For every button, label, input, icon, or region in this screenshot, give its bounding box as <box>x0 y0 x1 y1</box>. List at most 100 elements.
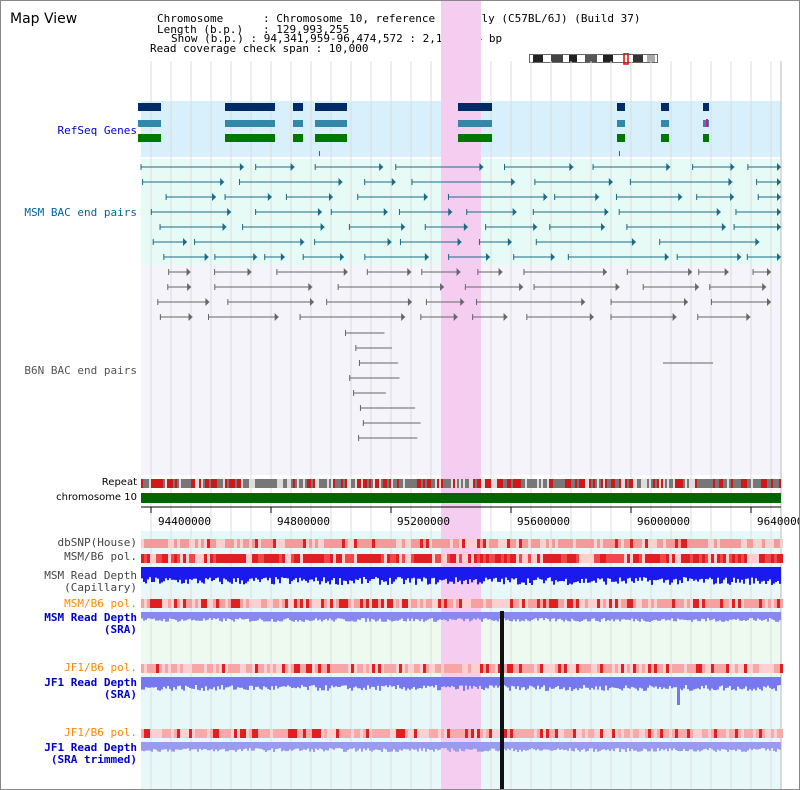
label-jf1-read-depth-trim-1[interactable]: JF1 Read Depth <box>44 741 137 754</box>
label-msm-bac[interactable]: MSM BAC end pairs <box>24 206 137 219</box>
pol-band <box>447 729 450 738</box>
read-depth-bar <box>733 612 735 620</box>
pol-band <box>165 664 168 673</box>
read-depth-bar <box>351 677 353 691</box>
read-depth-bar <box>565 742 567 750</box>
repeat-block <box>757 479 759 488</box>
read-depth-bar <box>209 742 211 751</box>
read-depth-bar <box>531 567 533 585</box>
read-depth-bar <box>307 677 309 690</box>
pol-band <box>363 599 366 608</box>
pol-band <box>222 539 225 548</box>
read-depth-bar <box>473 742 475 749</box>
read-depth-bar <box>679 742 681 752</box>
read-depth-bar <box>141 677 143 690</box>
label-msm-b6-pol-1[interactable]: MSM/B6 pol. <box>64 550 137 563</box>
pol-band <box>735 664 738 673</box>
pol-band <box>189 599 192 608</box>
pol-band <box>690 729 693 738</box>
bac-end-arrow <box>222 223 227 231</box>
read-depth-bar <box>559 677 561 690</box>
read-depth-bar <box>617 612 619 620</box>
read-depth-bar <box>651 612 653 621</box>
pol-band <box>468 729 471 738</box>
bac-end-arrow <box>777 223 781 231</box>
pol-band <box>558 554 561 563</box>
read-depth-bar <box>323 677 325 691</box>
repeat-block <box>411 479 413 488</box>
pol-band <box>663 729 666 738</box>
pol-band <box>750 539 753 548</box>
read-depth-bar <box>543 612 545 621</box>
pol-band <box>216 729 219 738</box>
read-depth-bar <box>425 677 427 688</box>
bac-end-arrow <box>183 238 188 246</box>
read-depth-bar <box>521 677 523 688</box>
read-depth-bar <box>439 677 441 691</box>
label-jf1-b6-pol-1[interactable]: JF1/B6 pol. <box>64 661 137 674</box>
pol-band <box>396 599 399 608</box>
pol-band <box>678 729 681 738</box>
read-depth-bar <box>493 742 495 749</box>
pol-band <box>363 729 366 738</box>
read-depth-bar <box>467 612 469 619</box>
pol-band <box>459 664 462 673</box>
label-jf1-b6-pol-2[interactable]: JF1/B6 pol. <box>64 726 137 739</box>
repeat-block <box>151 479 153 488</box>
pol-band <box>720 729 723 738</box>
chromosome-ideogram[interactable] <box>529 53 661 65</box>
read-depth-bar <box>555 742 557 750</box>
read-depth-bar <box>339 677 341 687</box>
bac-end-arrow <box>460 298 465 306</box>
read-depth-bar <box>647 742 649 752</box>
label-msm-b6-pol-2[interactable]: MSM/B6 pol. <box>64 597 137 610</box>
read-depth-bar <box>763 567 765 581</box>
repeat-block <box>657 479 659 488</box>
label-b6n-bac[interactable]: B6N BAC end pairs <box>24 364 137 377</box>
pol-band <box>351 539 354 548</box>
read-depth-bar <box>697 677 699 689</box>
label-msm-read-depth-cap-1[interactable]: MSM Read Depth <box>44 569 137 582</box>
label-msm-read-depth-sra-1[interactable]: MSM Read Depth <box>44 611 137 624</box>
read-depth-bar <box>207 677 209 691</box>
read-depth-bar <box>373 612 375 620</box>
read-depth-bar <box>233 612 235 622</box>
axis-tick-label: 96000000 <box>637 515 690 528</box>
pol-band <box>693 729 696 738</box>
read-depth-bar <box>485 742 487 751</box>
repeat-block <box>713 479 715 488</box>
read-depth-bar <box>423 742 425 749</box>
pol-band <box>432 554 435 563</box>
repeat-block <box>155 479 157 488</box>
pol-band <box>489 554 492 563</box>
read-depth-bar <box>685 677 687 686</box>
label-refseq-genes[interactable]: RefSeq Genes <box>57 124 137 137</box>
pol-band <box>447 539 450 548</box>
read-depth-bar <box>423 612 425 622</box>
read-depth-bar <box>583 677 585 686</box>
read-depth-bar <box>489 567 491 579</box>
label-dbsnp[interactable]: dbSNP(House) <box>57 536 137 549</box>
read-depth-bar <box>419 742 421 749</box>
read-depth-bar <box>495 677 497 686</box>
label-jf1-read-depth-sra-1[interactable]: JF1 Read Depth <box>44 676 137 689</box>
read-depth-bar <box>547 612 549 620</box>
read-depth-bar <box>165 612 167 622</box>
read-depth-bar <box>645 567 647 578</box>
read-depth-bar <box>239 742 241 749</box>
pol-band <box>612 539 615 548</box>
bac-end-arrow <box>737 253 742 261</box>
read-depth-bar <box>513 612 515 620</box>
pol-band <box>225 729 228 738</box>
read-depth-bar <box>413 567 415 578</box>
read-depth-bar <box>379 677 381 691</box>
read-depth-bar <box>565 567 567 579</box>
read-depth-bar <box>241 567 243 581</box>
pol-band <box>648 554 651 563</box>
pol-band <box>636 554 639 563</box>
pol-band <box>174 729 177 738</box>
read-depth-bar <box>369 612 371 622</box>
read-depth-bar <box>729 567 731 585</box>
pol-band <box>360 539 363 548</box>
